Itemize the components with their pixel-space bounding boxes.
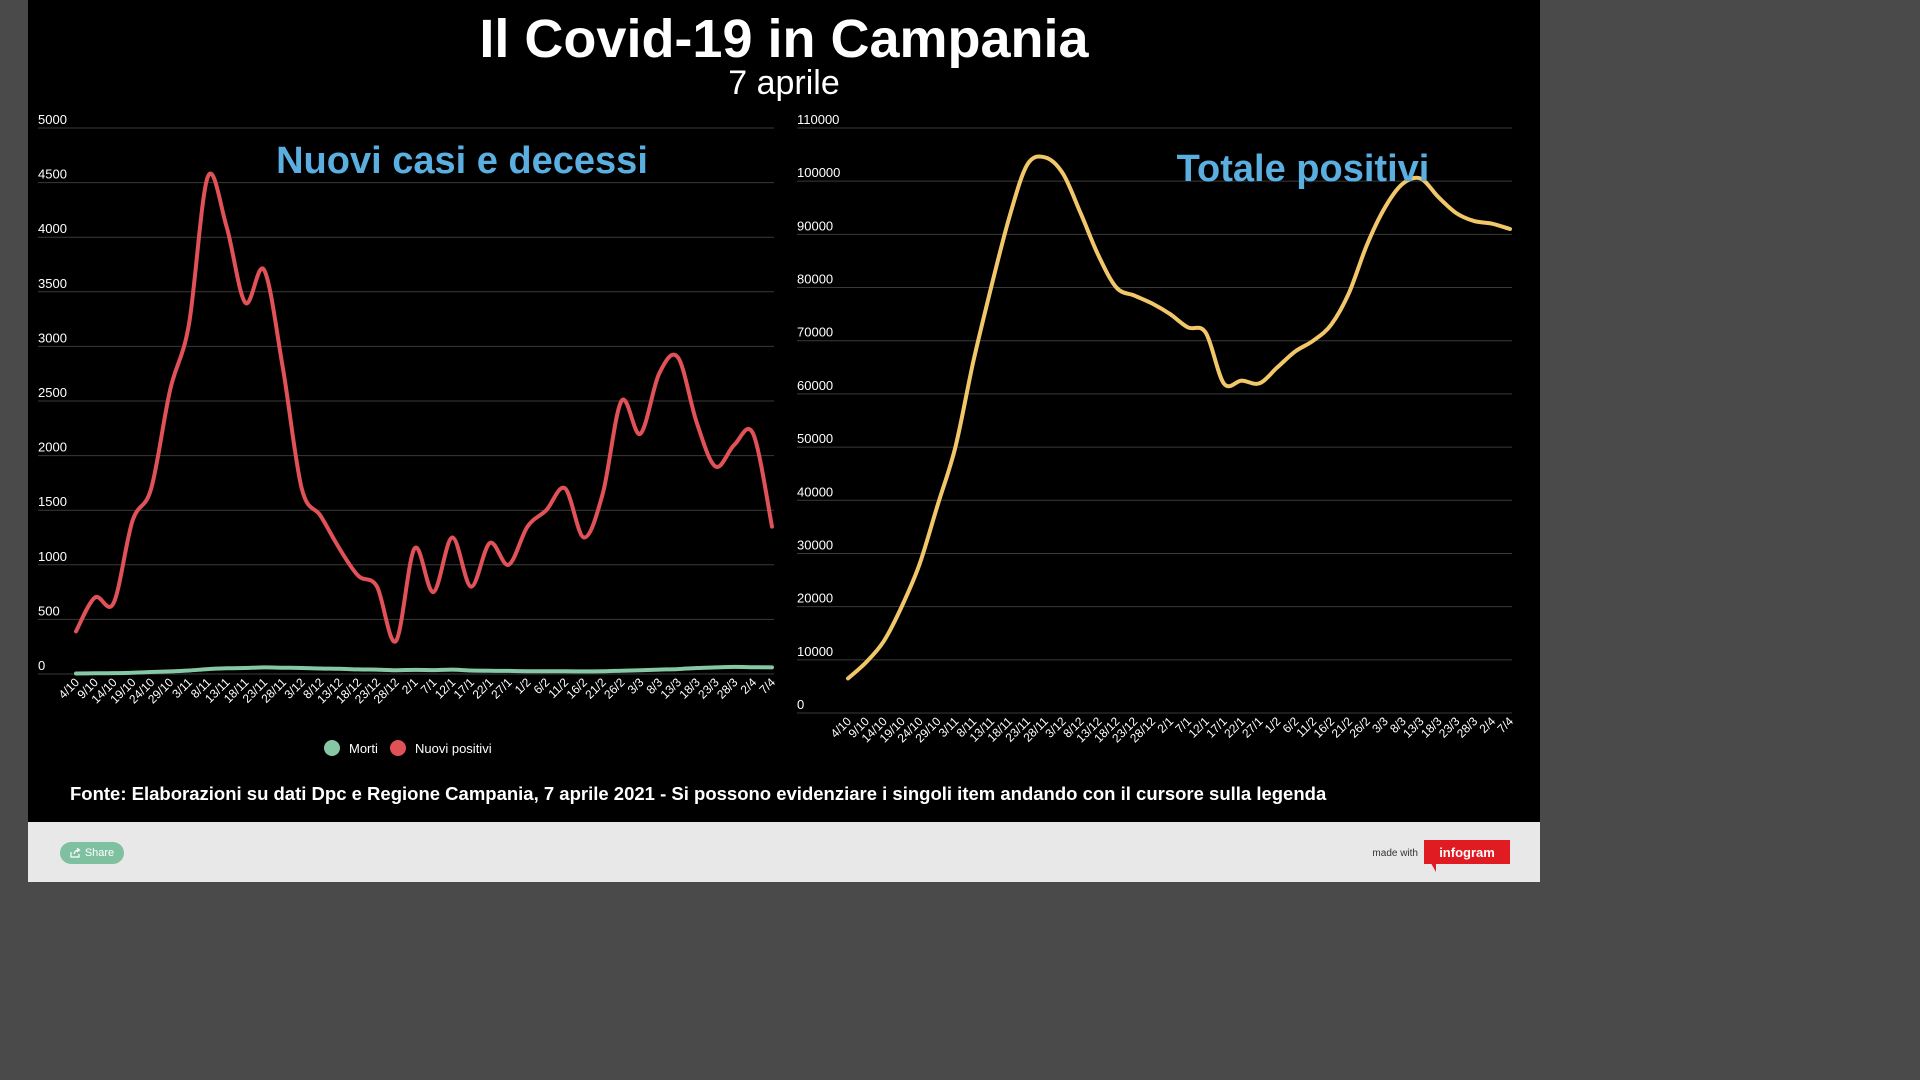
legend-label-nuovi-positivi[interactable]: Nuovi positivi [415, 741, 492, 756]
x-tick-label: 7/4 [1494, 714, 1516, 736]
legend[interactable]: Morti Nuovi positivi [324, 740, 492, 756]
share-label: Share [84, 847, 115, 859]
brand-logo-tail [1428, 858, 1436, 872]
y-tick-label: 2500 [38, 385, 67, 400]
x-tick-label: 28/3 [714, 675, 741, 702]
y-tick-label: 80000 [797, 272, 833, 287]
x-tick-label: 27/1 [488, 675, 515, 702]
source-note: Fonte: Elaborazioni su dati Dpc e Region… [70, 783, 1327, 804]
y-tick-label: 5000 [38, 112, 67, 127]
chart-totale-positivi: 0 10000 20000 30000 40000 50000 60000 70000 8000… [797, 112, 1516, 745]
made-with-text: made with [1372, 848, 1418, 859]
legend-marker-morti[interactable] [324, 740, 340, 756]
y-tick-label: 0 [38, 658, 45, 673]
chart-frame [28, 0, 1540, 882]
y-tick-label: 1000 [38, 549, 67, 564]
y-tick-label: 1500 [38, 494, 67, 509]
y-tick-label: 60000 [797, 378, 833, 393]
y-tick-label: 500 [38, 603, 60, 618]
legend-label-morti[interactable]: Morti [349, 741, 378, 756]
chart-title-nuovi-casi: Nuovi casi e decessi [276, 140, 648, 182]
charts-svg: 0 500 1000 1500 2000 2500 3000 3500 4000 4500 5000… [38, 112, 1516, 756]
series-line-morti [74, 664, 774, 676]
x-tick-label: 7/4 [756, 675, 778, 697]
series-line-totale-positivi [846, 154, 1512, 681]
page-subtitle: 7 aprile [728, 64, 840, 102]
chart-title-totale-positivi: Totale positivi [1177, 148, 1430, 190]
y-tick-label: 70000 [797, 325, 833, 340]
chart-nuovi-casi: 0 500 1000 1500 2000 2500 3000 3500 4000 4500 5000… [38, 112, 778, 706]
page-title: Il Covid-19 in Campania [479, 9, 1089, 69]
y-tick-label: 4500 [38, 167, 67, 182]
y-tick-label: 4000 [38, 221, 67, 236]
legend-marker-nuovi-positivi[interactable] [390, 740, 406, 756]
x-tick-label: 26/2 [601, 675, 628, 702]
footer-bar: Share made with infogram [28, 822, 1540, 882]
y-tick-label: 10000 [797, 644, 833, 659]
y-tick-label: 100000 [797, 165, 840, 180]
infogram-logo[interactable]: infogram [1424, 840, 1510, 864]
y-tick-label: 90000 [797, 218, 833, 233]
series-line-nuovi-positivi [74, 171, 774, 644]
y-tick-label: 2000 [38, 440, 67, 455]
share-icon [70, 848, 81, 858]
y-tick-label: 20000 [797, 591, 833, 606]
y-tick-label: 30000 [797, 537, 833, 552]
y-tick-label: 3000 [38, 330, 67, 345]
y-tick-label: 0 [797, 697, 804, 712]
share-button[interactable]: Share [60, 842, 124, 864]
y-tick-label: 50000 [797, 431, 833, 446]
y-tick-label: 40000 [797, 484, 833, 499]
y-tick-label: 3500 [38, 276, 67, 291]
y-tick-label: 110000 [797, 112, 839, 127]
